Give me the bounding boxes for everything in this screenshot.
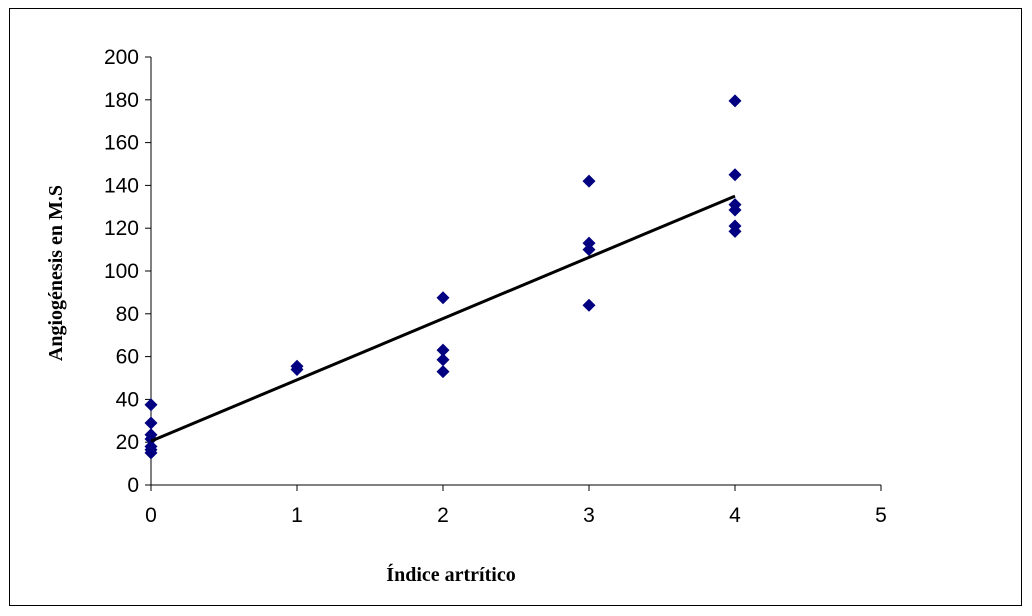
y-tick-label: 160 [104,132,139,155]
data-point [728,94,742,108]
y-tick-label: 200 [104,46,139,69]
x-tick-label: 0 [145,504,157,527]
y-tick-label: 60 [116,346,139,369]
data-point [728,203,742,217]
data-point [436,365,450,379]
chart-frame [9,8,1022,606]
data-point [436,343,450,357]
x-tick-label: 3 [583,504,595,527]
y-tick-label: 100 [104,260,139,283]
data-point [144,398,158,412]
x-tick-label: 1 [291,504,303,527]
y-axis-title: Angiogénesis en M.S [45,185,67,361]
data-point [728,224,742,238]
y-axis-ticks: 0 20 40 60 80 100 120 140 160 180 200 [104,46,151,497]
data-point [582,174,596,188]
x-tick-label: 2 [437,504,449,527]
data-point [144,446,158,460]
x-axis-title: Índice artrítico [386,563,515,586]
data-point [582,298,596,312]
x-axis-ticks: 0 1 2 3 4 5 [145,485,887,527]
data-point [436,353,450,367]
y-tick-label: 20 [116,431,139,454]
data-point [144,416,158,430]
data-point [582,243,596,257]
y-tick-label: 120 [104,217,139,240]
y-tick-label: 40 [116,388,139,411]
y-tick-label: 0 [127,474,139,497]
x-tick-label: 5 [875,504,887,527]
data-point [728,168,742,182]
axes [150,57,881,486]
x-tick-label: 4 [729,504,741,527]
y-tick-label: 80 [116,303,139,326]
data-points [144,94,742,460]
y-tick-label: 140 [104,174,139,197]
trendline [150,194,736,443]
data-point [290,362,304,376]
data-point [144,432,158,446]
data-point [436,291,450,305]
y-tick-label: 180 [104,89,139,112]
